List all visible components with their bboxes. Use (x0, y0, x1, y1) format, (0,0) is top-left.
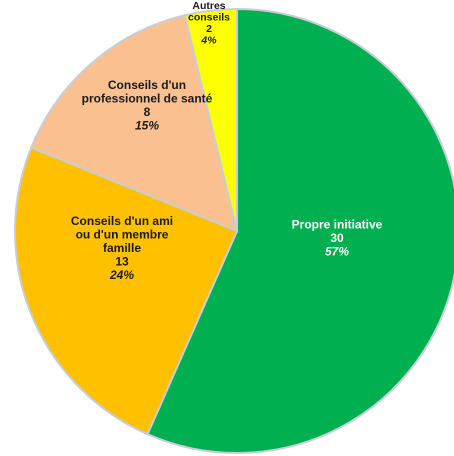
slice-value-1: 30 (330, 231, 344, 245)
pie-slice-3 (29, 14, 239, 233)
slice-value-2: 13 (115, 255, 129, 269)
slice-percent-3: 15% (135, 118, 159, 132)
pie-slices (13, 7, 454, 454)
slice-label-2: famille (103, 241, 141, 255)
pie-slice-1 (146, 7, 454, 454)
slice-label-3: professionnel de santé (82, 91, 213, 105)
slice-label-2: Conseils d'un ami (71, 214, 173, 228)
slice-label-3: Conseils d'un (108, 78, 186, 92)
slice-percent-2: 24% (109, 268, 134, 282)
slice-label-1: Propre initiative (292, 218, 383, 232)
slice-label-4: Autres (192, 0, 225, 12)
pie-slice-2 (13, 146, 239, 436)
slice-percent-4: 4% (200, 34, 217, 46)
slice-label-2: ou d'un membre (76, 228, 169, 242)
slice-value-4: 2 (206, 23, 212, 35)
slice-label-4: conseils (188, 11, 230, 23)
slice-value-3: 8 (144, 105, 151, 119)
pie-slice-4 (183, 7, 238, 232)
slice-percent-1: 57% (325, 245, 349, 259)
